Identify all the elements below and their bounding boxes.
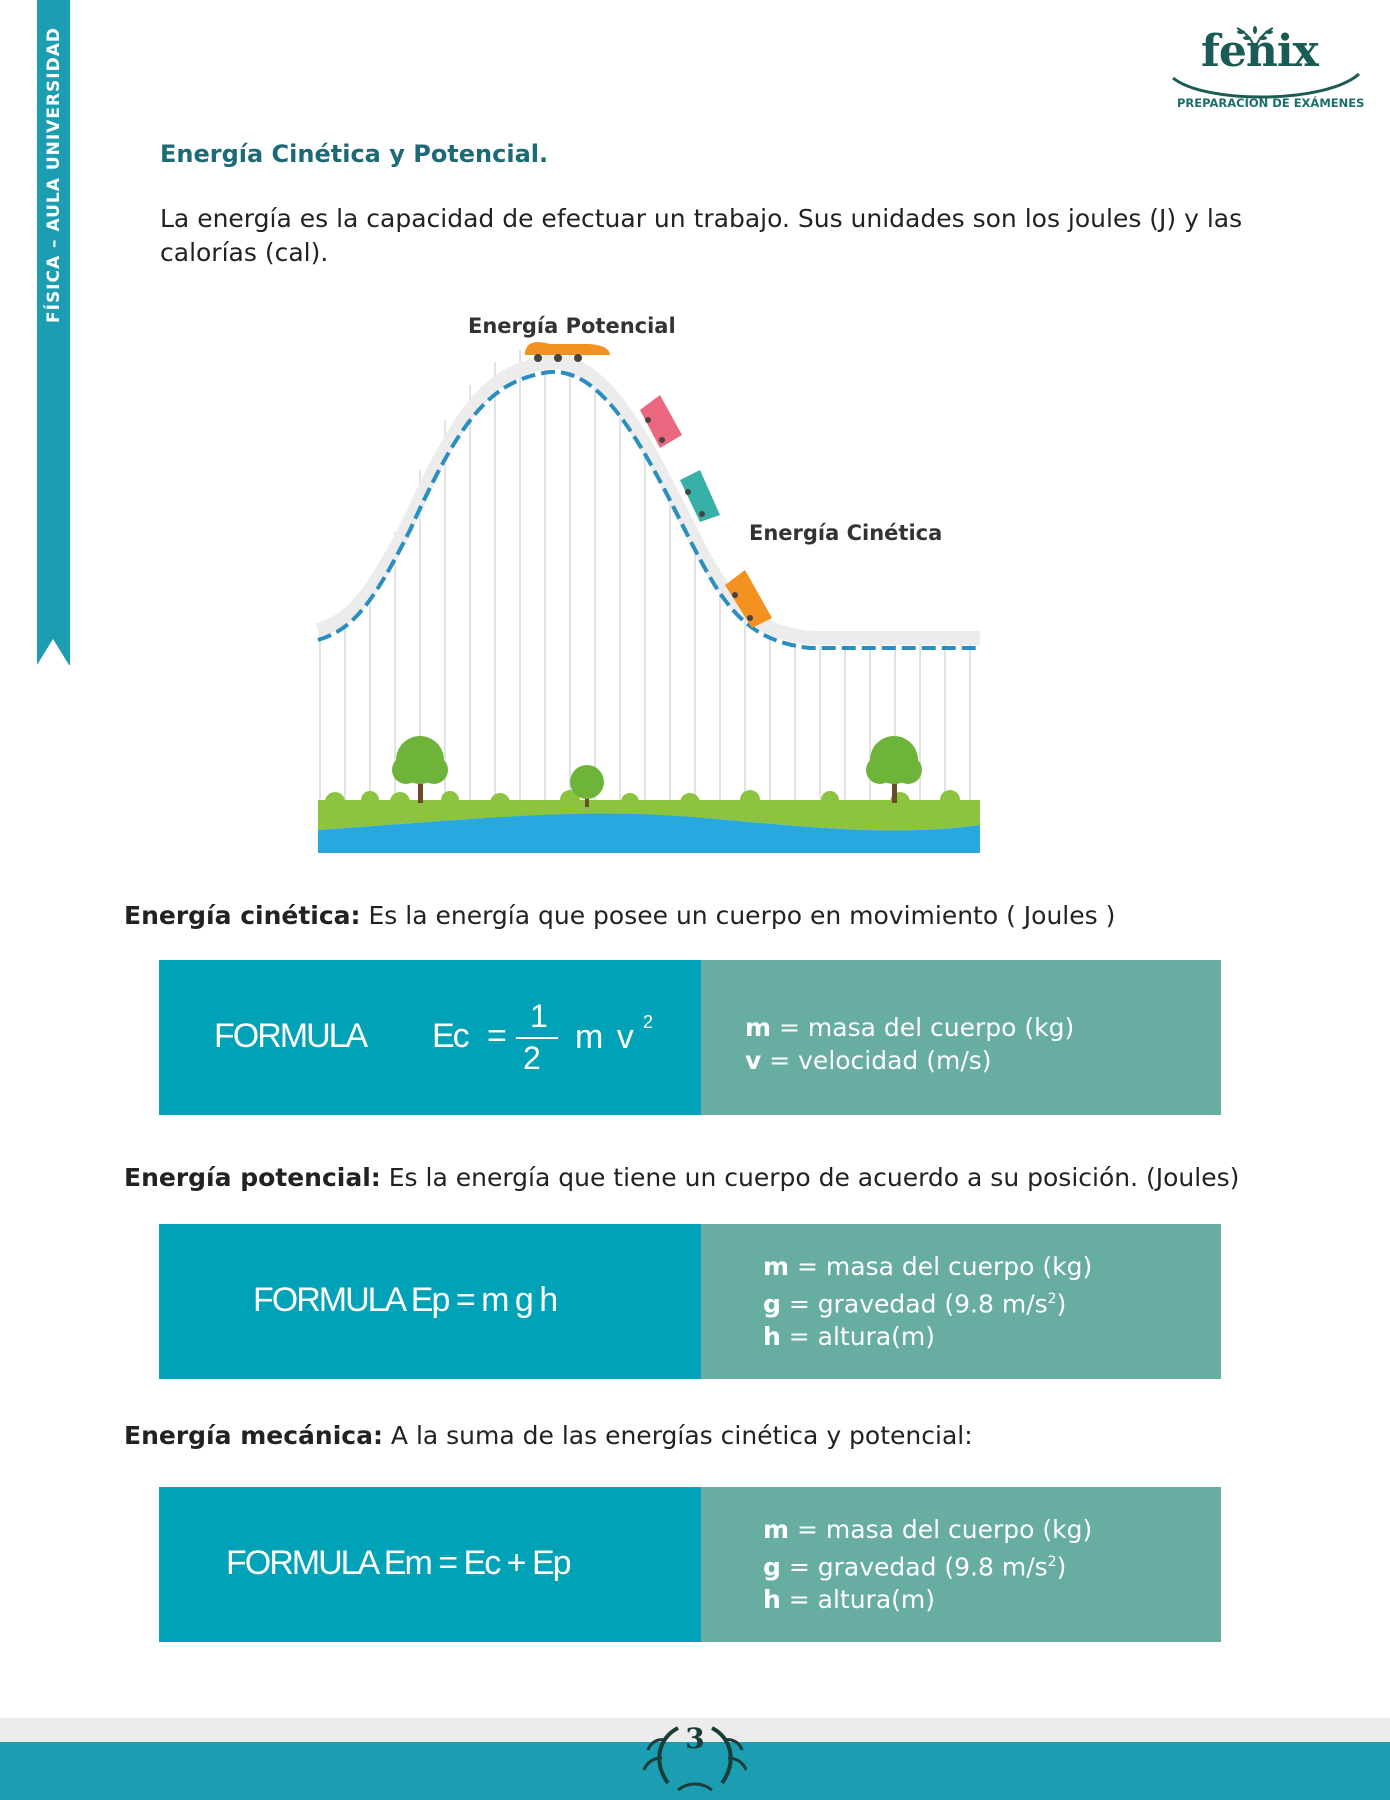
variable-g: g = gravedad (9.8 m/s2): [763, 1552, 1067, 1582]
track-shadow: [315, 354, 980, 645]
track: [317, 369, 980, 650]
fenix-logo: fenix PREPARACIÓN DE EXÁMENES: [1165, 24, 1365, 119]
mechanical-formula: FORMULA Em = Ec + Ep: [226, 1544, 572, 1582]
label-kinetic-energy: Energía Cinética: [749, 521, 943, 545]
variable-v: v = velocidad (m/s): [745, 1046, 992, 1075]
potential-formula-panel: FORMULA Ep = m g h: [159, 1224, 701, 1379]
logo-word: fenix: [1201, 26, 1319, 77]
car-falling-red-icon: [640, 395, 682, 448]
variable-h: h = altura(m): [763, 1322, 936, 1352]
water: [318, 813, 980, 853]
side-label: FÍSICA – AULA UNIVERSIDAD: [44, 27, 64, 323]
potential-formula-box: FORMULA Ep = m g h m = masa del cuerpo (…: [159, 1224, 1221, 1379]
kinetic-definition: Energía cinética: Es la energía que pose…: [124, 901, 1115, 930]
kinetic-term: Energía cinética:: [124, 901, 361, 930]
potential-definition-text: Es la energía que tiene un cuerpo de acu…: [380, 1163, 1240, 1192]
variable-m: m = masa del cuerpo (kg): [763, 1515, 1093, 1544]
laurel-wreath-icon: [642, 1726, 748, 1792]
logo-swoosh-icon: [1172, 72, 1360, 99]
intro-paragraph: La energía es la capacidad de efectuar u…: [160, 204, 1243, 267]
kinetic-definition-text: Es la energía que posee un cuerpo en mov…: [360, 901, 1116, 930]
kinetic-formula-equals: =: [487, 1017, 507, 1055]
variable-m: m = masa del cuerpo (kg): [763, 1252, 1093, 1281]
mechanical-definition-text: A la suma de las energías cinética y pot…: [382, 1421, 973, 1450]
mechanical-formula-box: FORMULA Em = Ec + Ep m = masa del cuerpo…: [159, 1487, 1221, 1642]
page-number: 3: [685, 1722, 705, 1755]
footer-band: [0, 1742, 1390, 1800]
tree-icon: [570, 765, 604, 807]
potential-variables: m = masa del cuerpo (kg) g = gravedad (9…: [763, 1250, 1092, 1353]
potential-term: Energía potencial:: [124, 1163, 381, 1192]
variable-h: h = altura(m): [763, 1585, 936, 1615]
kinetic-formula-box: FORMULA Ec = 1 2 m v 2 m = masa del cuer…: [159, 960, 1221, 1115]
tree-icon: [866, 736, 922, 803]
fraction-denominator: 2: [523, 1040, 541, 1076]
kinetic-formula-rhs: m v: [575, 1018, 636, 1056]
potential-definition: Energía potencial: Es la energía que tie…: [124, 1163, 1239, 1192]
mechanical-variables-panel: m = masa del cuerpo (kg) g = gravedad (9…: [701, 1487, 1221, 1642]
fraction-bar: [516, 1037, 558, 1039]
footer-gray-strip: [0, 1718, 1390, 1742]
kinetic-exponent: 2: [643, 1012, 654, 1032]
mechanical-formula-panel: FORMULA Em = Ec + Ep: [159, 1487, 701, 1642]
variable-m: m = masa del cuerpo (kg): [745, 1013, 1075, 1042]
kinetic-variables: m = masa del cuerpo (kg) v = velocidad (…: [745, 1011, 1074, 1077]
logo-tagline: PREPARACIÓN DE EXÁMENES: [1177, 96, 1365, 110]
mechanical-variables: m = masa del cuerpo (kg) g = gravedad (9…: [763, 1513, 1092, 1616]
kinetic-variables-panel: m = masa del cuerpo (kg) v = velocidad (…: [701, 960, 1221, 1115]
car-top-icon: [525, 342, 610, 362]
fraction-numerator: 1: [530, 998, 548, 1034]
variable-g: g = gravedad (9.8 m/s2): [763, 1289, 1067, 1319]
kinetic-formula-label: FORMULA: [214, 1017, 368, 1055]
car-falling-orange-icon: [725, 570, 772, 628]
side-band-notch: [37, 639, 69, 665]
label-potential-energy: Energía Potencial: [468, 314, 676, 338]
support-posts: [319, 348, 971, 800]
page-title: Energía Cinética y Potencial.: [160, 140, 549, 168]
mechanical-definition: Energía mecánica: A la suma de las energ…: [124, 1421, 973, 1450]
kinetic-formula-lhs: Ec: [432, 1017, 470, 1055]
potential-variables-panel: m = masa del cuerpo (kg) g = gravedad (9…: [701, 1224, 1221, 1379]
laurel-leaf-icon: [1236, 26, 1274, 49]
roller-coaster-diagram: Energía Potencial Energía Cinética: [310, 300, 990, 860]
side-band: [37, 0, 70, 665]
potential-formula: FORMULA Ep = m g h: [253, 1281, 558, 1319]
car-falling-teal-icon: [680, 470, 720, 522]
mechanical-term: Energía mecánica:: [124, 1421, 383, 1450]
tree-icon: [392, 736, 448, 803]
kinetic-formula-panel: FORMULA Ec = 1 2 m v 2: [159, 960, 701, 1115]
